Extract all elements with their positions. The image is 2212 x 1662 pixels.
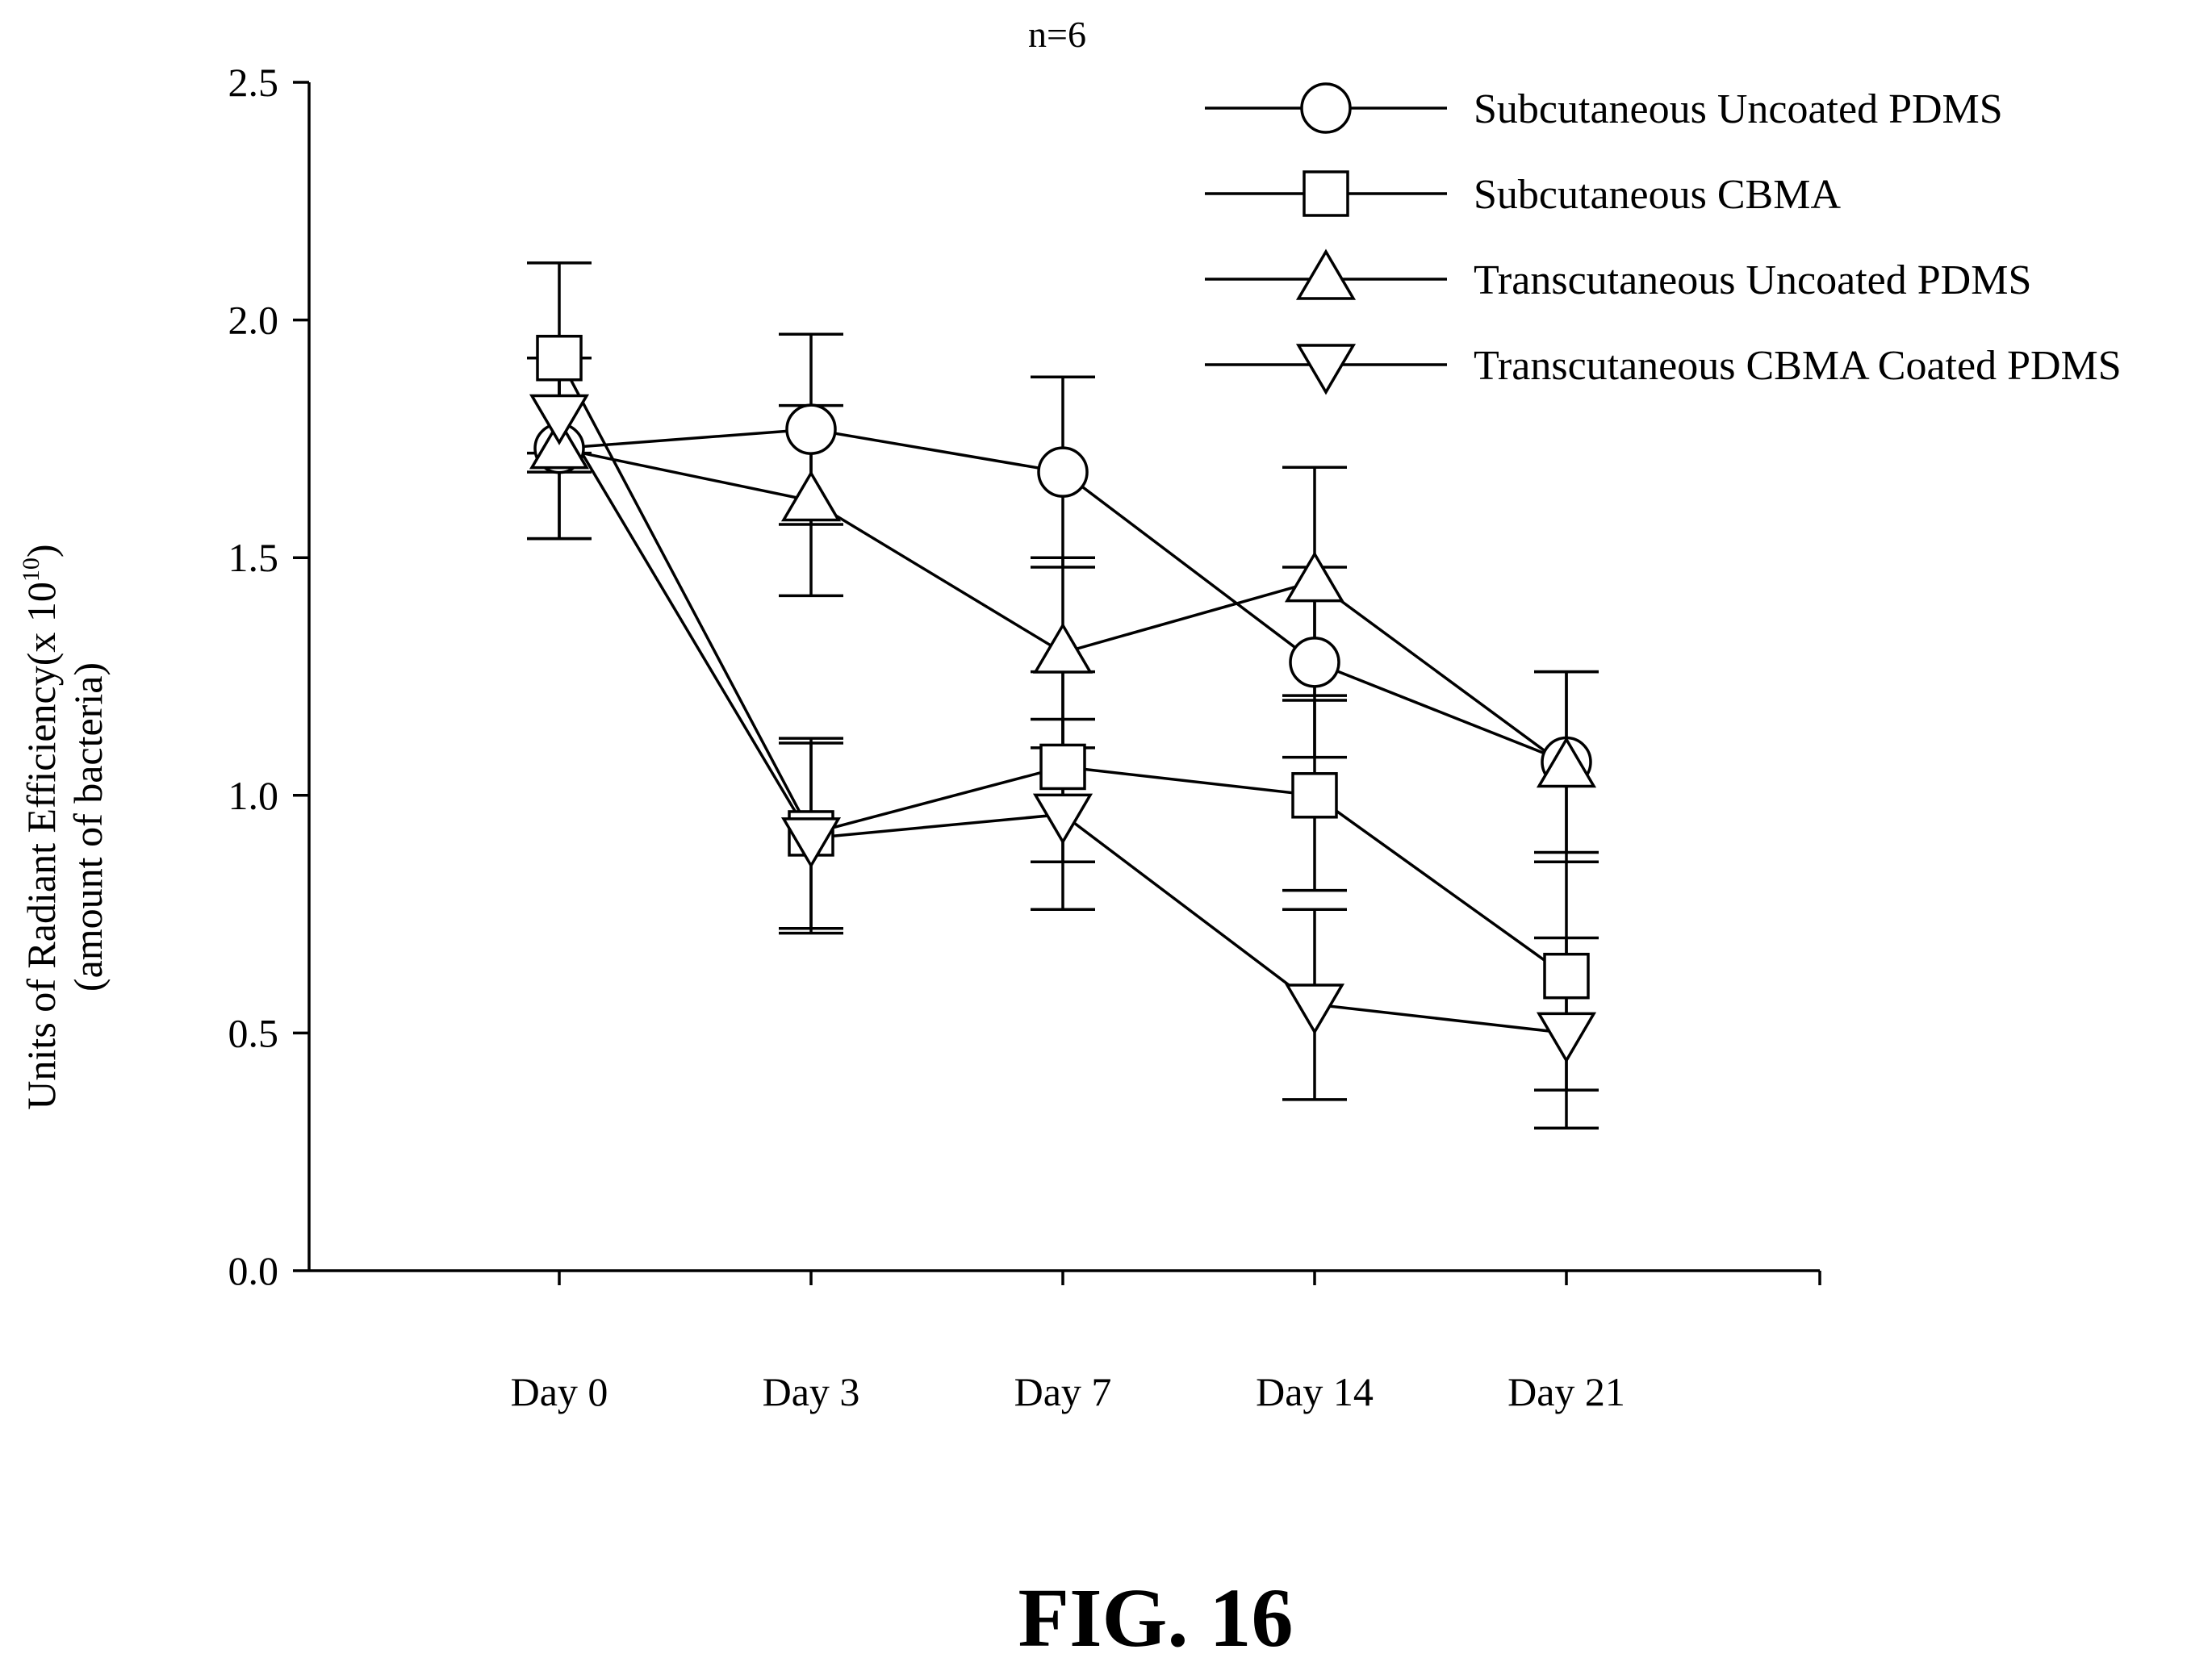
data-point-triangle-down xyxy=(1284,983,1345,1035)
data-point-square xyxy=(1291,772,1338,819)
data-point-triangle-up xyxy=(1032,622,1093,674)
y-axis-label-close: ) xyxy=(19,544,64,557)
data-point-square xyxy=(1039,743,1086,791)
data-point-triangle-up xyxy=(1284,551,1345,603)
axes: 0.0 0.5 1.0 1.5 2.0 2.5 Day 0 Day 3 Day 7 Day 14 D… xyxy=(228,60,1821,1414)
data-point-square xyxy=(1543,952,1590,1000)
legend-label: Subcutaneous Uncoated PDMS xyxy=(1474,86,2003,132)
svg-text:Units of Radiant Efficiency(x: Units of Radiant Efficiency(x 1010) xyxy=(18,544,64,1109)
y-tick-label: 1.5 xyxy=(228,535,279,580)
data-point-triangle-up xyxy=(780,470,842,522)
legend-marker-triangle-up xyxy=(1295,248,1357,300)
x-tick-label: Day 0 xyxy=(511,1369,608,1414)
data-point-circle xyxy=(785,403,837,455)
y-tick-label: 2.0 xyxy=(228,298,279,343)
data-markers xyxy=(529,334,1597,1063)
figure-caption: FIG. 16 xyxy=(1018,1572,1294,1662)
data-point-triangle-down xyxy=(1536,1012,1597,1063)
legend-label: Transcutaneous Uncoated PDMS xyxy=(1474,257,2031,303)
y-tick-label: 0.0 xyxy=(228,1248,279,1293)
x-tick-label: Day 3 xyxy=(763,1369,860,1414)
legend-label: Transcutaneous CBMA Coated PDMS xyxy=(1474,343,2122,389)
legend-marker-triangle-down xyxy=(1295,344,1357,395)
x-tick-label: Day 21 xyxy=(1507,1369,1625,1414)
y-axis-label-main: Units of Radiant Efficiency(x 10 xyxy=(19,582,64,1109)
data-point-triangle-down xyxy=(529,394,590,445)
data-point-triangle-down xyxy=(780,817,842,869)
data-point-triangle-up xyxy=(1536,736,1597,788)
chart-title: n=6 xyxy=(1028,14,1086,55)
x-tick-label: Day 14 xyxy=(1256,1369,1374,1414)
data-point-triangle-down xyxy=(1032,793,1093,845)
legend: Subcutaneous Uncoated PDMS Subcutaneous C… xyxy=(1205,82,2122,395)
y-tick-label: 1.0 xyxy=(228,773,279,818)
data-point-circle xyxy=(1037,446,1089,498)
y-axis-label-exponent: 10 xyxy=(18,557,44,582)
y-axis-label-line2: (amount of bacteria) xyxy=(65,662,111,992)
error-bars xyxy=(527,261,1599,1130)
legend-marker-circle xyxy=(1300,82,1352,134)
data-point-square xyxy=(536,334,583,382)
y-tick-label: 2.5 xyxy=(228,60,279,105)
y-tick-label: 0.5 xyxy=(228,1010,279,1055)
y-axis-label: Units of Radiant Efficiency(x 1010) (amo… xyxy=(18,544,111,1109)
legend-label: Subcutaneous CBMA xyxy=(1474,172,1841,218)
x-tick-label: Day 7 xyxy=(1014,1369,1112,1414)
legend-marker-square xyxy=(1303,170,1349,217)
data-point-circle xyxy=(1289,637,1340,688)
